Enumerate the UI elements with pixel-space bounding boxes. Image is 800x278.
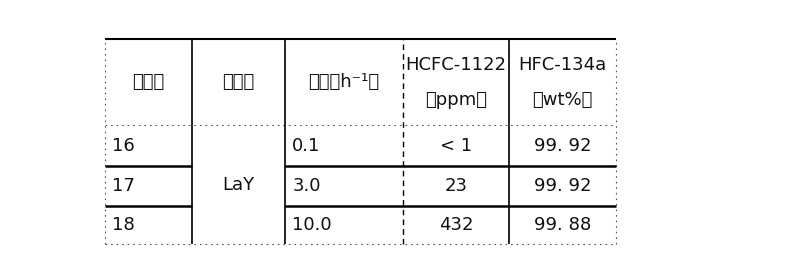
Text: HCFC-1122: HCFC-1122 bbox=[406, 56, 506, 74]
Text: 23: 23 bbox=[444, 177, 467, 195]
Text: LaY: LaY bbox=[222, 176, 254, 194]
Text: 0.1: 0.1 bbox=[292, 137, 321, 155]
Text: HFC-134a: HFC-134a bbox=[518, 56, 606, 74]
Text: 99. 92: 99. 92 bbox=[534, 137, 591, 155]
Text: 吸附剂: 吸附剂 bbox=[222, 73, 254, 91]
Text: 432: 432 bbox=[438, 216, 473, 234]
Text: 10.0: 10.0 bbox=[292, 216, 332, 234]
Text: 99. 88: 99. 88 bbox=[534, 216, 591, 234]
Text: < 1: < 1 bbox=[440, 137, 472, 155]
Text: 99. 92: 99. 92 bbox=[534, 177, 591, 195]
Text: 16: 16 bbox=[112, 137, 135, 155]
Text: 17: 17 bbox=[112, 177, 135, 195]
Text: 3.0: 3.0 bbox=[292, 177, 321, 195]
Text: 18: 18 bbox=[112, 216, 135, 234]
Text: 空速（h⁻¹）: 空速（h⁻¹） bbox=[308, 73, 379, 91]
Text: 实施例: 实施例 bbox=[132, 73, 165, 91]
Text: （ppm）: （ppm） bbox=[425, 91, 487, 108]
Text: （wt%）: （wt%） bbox=[532, 91, 593, 108]
